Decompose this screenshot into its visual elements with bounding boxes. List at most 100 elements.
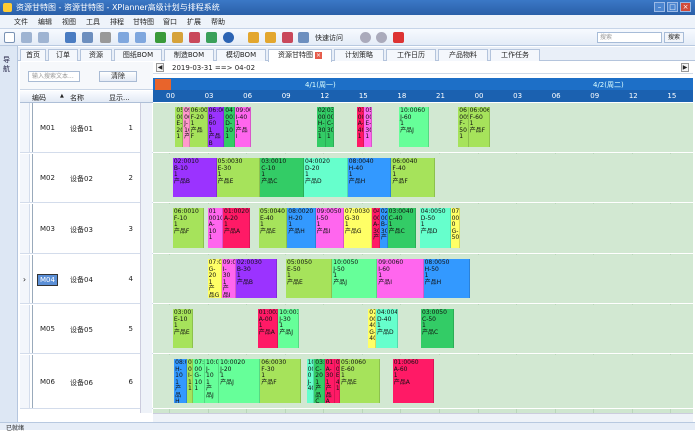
tab-product-material[interactable]: 产品物料 bbox=[438, 49, 488, 61]
menu-edit[interactable]: 编辑 bbox=[38, 18, 52, 26]
maximize-button[interactable]: □ bbox=[667, 2, 678, 12]
row-selector[interactable] bbox=[20, 154, 30, 202]
calendar-icon[interactable] bbox=[248, 32, 259, 43]
redo-icon[interactable] bbox=[118, 32, 129, 43]
sort-icon[interactable]: ▲ bbox=[60, 93, 64, 99]
pause-icon[interactable] bbox=[376, 32, 387, 43]
task-bar[interactable]: 05:0050 E-50 1 产品E bbox=[286, 259, 333, 298]
task-bar[interactable]: 05:0060 E-60 1 产品E bbox=[340, 359, 380, 403]
search-button[interactable]: 搜索 bbox=[664, 32, 684, 43]
task-bar[interactable]: 05:0040 E-40 1 产品E bbox=[259, 208, 288, 248]
task-bar[interactable]: 08:0050 H-50 1 产品H bbox=[423, 259, 470, 298]
table-row[interactable]: M06 设备06 6 bbox=[20, 355, 153, 409]
task-bar[interactable]: 10:0020 J-20 1 产品J bbox=[219, 359, 261, 403]
minimize-button[interactable]: – bbox=[654, 2, 665, 12]
task-bar[interactable]: 01:0060 A-60 1 产品A bbox=[392, 359, 434, 403]
tab-work-task[interactable]: 工作任务 bbox=[490, 49, 540, 61]
task-bar[interactable]: 07:0050G-50 bbox=[450, 208, 460, 248]
menu-schedule[interactable]: 排程 bbox=[110, 18, 124, 26]
task-bar[interactable]: 010040A-401 bbox=[356, 107, 365, 147]
grid-scrollbar[interactable] bbox=[140, 103, 152, 413]
menu-tools[interactable]: 工具 bbox=[86, 18, 100, 26]
chart-icon[interactable] bbox=[189, 32, 200, 43]
menu-file[interactable]: 文件 bbox=[14, 18, 28, 26]
task-bar[interactable]: 01:0020 A-20 1 产品A bbox=[223, 208, 250, 248]
task-bar[interactable]: 03:0040 C-40 1 产品C bbox=[387, 208, 416, 248]
search-input[interactable]: 搜索 bbox=[597, 32, 662, 43]
report-icon[interactable] bbox=[282, 32, 293, 43]
horizontal-scrollbar[interactable] bbox=[153, 413, 693, 422]
table-row[interactable]: M02 设备02 2 bbox=[20, 154, 153, 203]
task-bar[interactable]: 0900I-101 bbox=[187, 359, 194, 403]
task-bar[interactable]: 05:0030 E-30 1 产品E bbox=[216, 158, 261, 197]
menu-window[interactable]: 窗口 bbox=[163, 18, 177, 26]
task-bar[interactable]: 04:0050 D-50 1 产品D bbox=[419, 208, 451, 248]
task-bar[interactable]: 0400A-30产 bbox=[372, 208, 380, 248]
tab-manufacturing-bom[interactable]: 制造BOM bbox=[164, 49, 214, 61]
task-bar[interactable]: 08:0020 H-20 1 产品H bbox=[287, 208, 316, 248]
task-bar[interactable]: 03:0050 C-50 1 产品C bbox=[421, 309, 455, 348]
task-bar[interactable]: 10:0040J-40 bbox=[306, 359, 315, 403]
close-button[interactable]: × bbox=[680, 2, 691, 12]
table-icon[interactable] bbox=[265, 32, 276, 43]
task-bar[interactable]: 030030C-301 bbox=[325, 107, 334, 147]
tab-resource-gantt[interactable]: 资源甘特图 × bbox=[268, 49, 332, 62]
task-bar[interactable]: 06:0010 F-10 1 产品F bbox=[172, 208, 204, 248]
grid-icon[interactable] bbox=[206, 32, 217, 43]
task-bar[interactable]: 070040G-40 bbox=[368, 309, 376, 348]
task-bar[interactable]: 05001E-201 bbox=[175, 107, 184, 147]
export-icon[interactable] bbox=[155, 32, 166, 43]
row-selector[interactable] bbox=[20, 204, 30, 253]
task-bar[interactable]: 09:0060 I-60 1 产品I bbox=[377, 259, 424, 298]
table-row[interactable]: › M04 设备04 4 bbox=[20, 255, 153, 304]
row-selector[interactable] bbox=[20, 103, 30, 152]
tab-drawing-bom[interactable]: 图纸BOM bbox=[114, 49, 162, 61]
stop-icon[interactable] bbox=[393, 32, 404, 43]
col-code-header[interactable]: 编码 bbox=[32, 94, 46, 102]
task-bar[interactable]: 0200B-30产 bbox=[379, 208, 388, 248]
scroll-left-icon[interactable]: ◀ bbox=[156, 63, 164, 72]
menu-view[interactable]: 视图 bbox=[62, 18, 76, 26]
table-row[interactable]: M05 设备05 5 bbox=[20, 305, 153, 354]
task-bar[interactable]: 020040H-301 bbox=[316, 107, 326, 147]
task-bar[interactable]: 06:0030 F-30 1 产品F bbox=[260, 359, 302, 403]
task-bar[interactable]: 06:0040 F-40 1 产品F bbox=[391, 158, 436, 197]
tab-work-calendar[interactable]: 工作日历 bbox=[386, 49, 436, 61]
navigation-rail[interactable]: 导航 bbox=[0, 46, 18, 430]
task-bar[interactable]: 07:0030 G-30 1 产品G bbox=[343, 208, 373, 248]
menu-gantt[interactable]: 甘特图 bbox=[133, 18, 154, 26]
task-bar[interactable]: 060050F-501 bbox=[458, 107, 469, 147]
row-selector[interactable] bbox=[20, 305, 30, 353]
dropdown-icon[interactable] bbox=[21, 32, 32, 43]
col-count-header[interactable]: 显示... bbox=[109, 94, 130, 102]
folder-icon[interactable] bbox=[172, 32, 183, 43]
task-bar[interactable]: 0900J-10产 bbox=[183, 107, 190, 147]
quick-access-label[interactable]: 快速访问 bbox=[315, 34, 343, 42]
row-selector[interactable]: › bbox=[20, 255, 30, 303]
task-bar[interactable]: 09:0050 I-50 1 产品I bbox=[315, 208, 344, 248]
clear-button[interactable]: 清除 bbox=[99, 71, 137, 82]
table-row[interactable]: M03 设备03 3 bbox=[20, 204, 153, 254]
scroll-right-icon[interactable]: ▶ bbox=[681, 63, 689, 72]
save-icon[interactable] bbox=[65, 32, 76, 43]
task-bar[interactable]: 03:0010 C-10 1 产品C bbox=[260, 158, 304, 197]
filter-input[interactable]: 输入搜索文本... bbox=[28, 71, 80, 82]
task-bar[interactable]: 02:0010 B-10 1 产品B bbox=[172, 158, 217, 197]
tab-orders[interactable]: 订单 bbox=[48, 49, 78, 61]
save-all-icon[interactable] bbox=[82, 32, 93, 43]
row-selector[interactable] bbox=[20, 355, 30, 408]
task-bar[interactable]: 10:0050 J-50 1 产品J bbox=[332, 259, 378, 298]
